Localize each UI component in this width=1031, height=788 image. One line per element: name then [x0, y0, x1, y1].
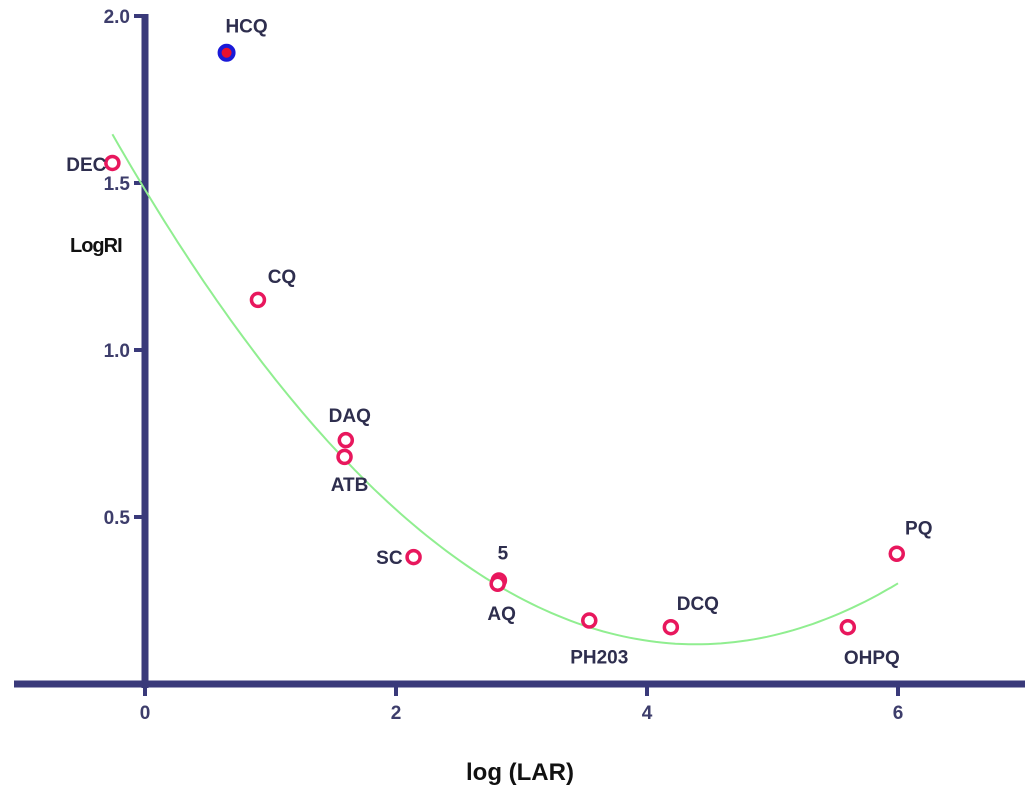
data-point [104, 154, 121, 172]
data-point [888, 545, 905, 562]
y-tick-label: 0.5 [104, 508, 131, 529]
x-axis-title: log (LAR) [466, 759, 574, 786]
ticks: 0 2 4 6 0.5 1.0 1.5 2.0 [104, 7, 904, 724]
x-tick-label: 2 [391, 703, 402, 724]
point-label: AQ [487, 604, 516, 625]
y-tick-label: 2.0 [104, 7, 130, 28]
y-tick-label: 1.0 [104, 341, 130, 362]
point-label: PH203 [570, 648, 628, 669]
point-label: DCQ [677, 594, 719, 615]
data-point [336, 448, 353, 466]
point-label: DEC [66, 155, 106, 176]
point-label: PQ [905, 519, 932, 540]
data-point-filled [217, 43, 236, 62]
axes [14, 14, 1025, 688]
data-point [839, 618, 857, 636]
x-tick-label: 6 [893, 703, 904, 724]
y-axis-title: LogRI [70, 235, 122, 257]
data-point [662, 618, 680, 636]
point-label: OHPQ [844, 648, 900, 669]
data-point [405, 548, 422, 566]
data-point [581, 612, 598, 629]
data-point [249, 291, 267, 309]
data-point [489, 575, 506, 593]
point-label: DAQ [329, 406, 371, 427]
x-tick-label: 0 [140, 703, 151, 724]
point-label: CQ [268, 267, 297, 288]
y-tick-label: 1.5 [104, 174, 131, 195]
x-tick-label: 4 [642, 703, 653, 724]
fit-curve [111, 133, 899, 646]
data-points: HCQ DEC CQ DAQ ATB SC 5 AQ PH203 DCQ OHPQ PQ [66, 17, 932, 669]
point-label: 5 [498, 543, 509, 564]
data-point [337, 431, 355, 449]
point-label: HCQ [225, 17, 267, 38]
point-label: SC [376, 548, 403, 569]
point-label: ATB [331, 475, 369, 496]
